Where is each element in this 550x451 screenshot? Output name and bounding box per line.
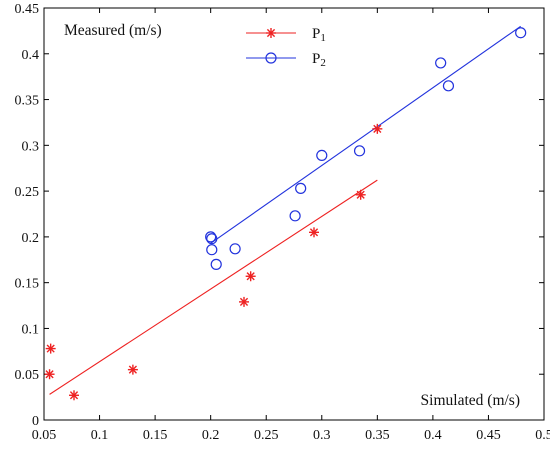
x-tick-label: 0.35 xyxy=(365,428,390,443)
data-point-series-2 xyxy=(206,233,218,245)
data-point-series-2 xyxy=(205,231,217,243)
data-point-series-2 xyxy=(515,27,527,39)
axis-ticks: 0.05 0.1 0.15 0.2 0.25 0.3 0.35 0.4 0.45 0.500.05… xyxy=(15,2,550,443)
legend-entry-1: P1 xyxy=(246,26,326,44)
y-axis-label: Measured (m/s) xyxy=(64,22,162,39)
data-point-series-2 xyxy=(442,80,455,92)
x-tick-label: 0.3 xyxy=(313,428,331,443)
fit-line-series-2 xyxy=(210,25,521,244)
x-tick-label: 0.2 xyxy=(202,428,220,443)
data-point-series-1 xyxy=(44,369,55,380)
y-tick-label: 0.1 xyxy=(22,322,40,337)
data-point-series-2 xyxy=(229,243,241,255)
data-point-series-1 xyxy=(45,343,56,354)
legend-entry-2: P2 xyxy=(246,51,326,69)
legend-label: P1 xyxy=(312,26,326,44)
data-point-series-2 xyxy=(206,244,218,256)
y-tick-label: 0.45 xyxy=(15,2,40,17)
data-point-series-1 xyxy=(309,227,319,238)
y-tick-label: 0.25 xyxy=(15,185,40,200)
y-tick-label: 0.2 xyxy=(22,231,40,246)
data-point-series-2 xyxy=(295,182,307,194)
data-point-series-1 xyxy=(245,271,256,282)
data-point-series-1 xyxy=(355,189,366,200)
data-point-series-2 xyxy=(435,57,447,69)
circle-marker-icon xyxy=(265,52,277,64)
x-tick-label: 0.45 xyxy=(476,428,501,443)
data-point-series-1 xyxy=(372,123,383,134)
data-point-series-2 xyxy=(316,149,328,162)
data-point-series-1 xyxy=(239,296,249,307)
legend-label: P2 xyxy=(312,51,326,69)
fit-lines xyxy=(49,25,521,395)
data-point-series-2 xyxy=(353,145,366,157)
x-tick-label: 0.1 xyxy=(91,428,109,443)
x-tick-label: 0.15 xyxy=(143,428,168,443)
y-tick-label: 0.3 xyxy=(22,139,40,154)
y-tick-label: 0.35 xyxy=(15,94,40,109)
x-tick-label: 0.05 xyxy=(32,428,57,443)
asterisk-marker-icon xyxy=(266,28,276,38)
data-point-series-1 xyxy=(127,364,138,375)
plot-frame xyxy=(43,7,545,421)
y-tick-label: 0.15 xyxy=(15,277,40,292)
y-tick-label: 0.4 xyxy=(22,48,40,63)
fit-line-series-1 xyxy=(49,179,378,395)
x-tick-label: 0.25 xyxy=(254,428,279,443)
y-tick-label: 0.05 xyxy=(15,368,40,383)
y-tick-label: 0 xyxy=(32,414,39,429)
data-markers xyxy=(44,27,527,401)
x-axis-label: Simulated (m/s) xyxy=(421,392,520,409)
x-tick-label: 0.5 xyxy=(535,428,550,443)
data-point-series-2 xyxy=(289,210,301,222)
data-point-series-2 xyxy=(210,258,222,270)
x-tick-label: 0.4 xyxy=(424,428,442,443)
data-point-series-1 xyxy=(69,390,79,401)
